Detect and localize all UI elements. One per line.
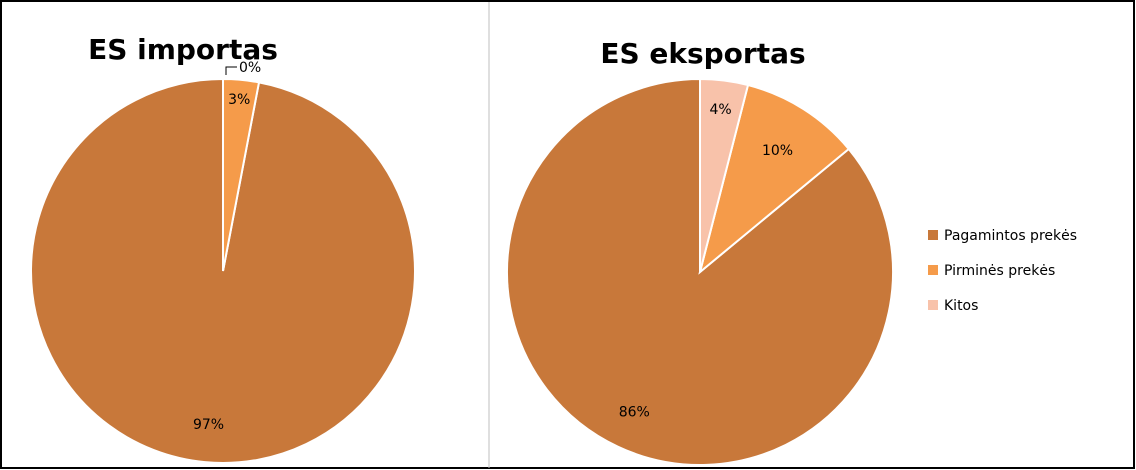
export-slice-primary (698, 83, 851, 275)
import-label-other: 0% (239, 60, 261, 76)
import-label-other-leader (225, 66, 237, 75)
chart-export-slices (506, 77, 894, 466)
import-label-primary: 3% (228, 92, 250, 108)
chart-export: ES eksportas 86% 10% 4% (506, 37, 894, 466)
export-slice-other (699, 77, 750, 273)
import-label-manufactured: 97% (193, 417, 224, 433)
export-label-manufactured: 86% (619, 405, 650, 421)
chart-export-title: ES eksportas (600, 37, 805, 70)
chart-import-labels: 97% 3% 0% (193, 60, 261, 433)
legend-label-primary: Pirminės prekės (944, 263, 1055, 279)
legend-label-manufactured: Pagamintos prekės (944, 228, 1077, 244)
chart-import-title: ES importas (88, 33, 278, 66)
chart-legend: Pagamintos prekės Pirminės prekės Kitos (928, 228, 1077, 314)
chart-import-slices (30, 77, 416, 464)
chart-import: ES importas 97% 3% 0% (30, 33, 416, 464)
legend-label-other: Kitos (944, 298, 978, 314)
export-label-primary: 10% (762, 143, 793, 159)
export-label-other: 4% (709, 102, 731, 118)
legend-swatch-primary (928, 265, 938, 275)
chart-export-labels: 86% 10% 4% (619, 102, 793, 420)
legend-swatch-other (928, 300, 938, 310)
legend-swatch-manufactured (928, 230, 938, 240)
